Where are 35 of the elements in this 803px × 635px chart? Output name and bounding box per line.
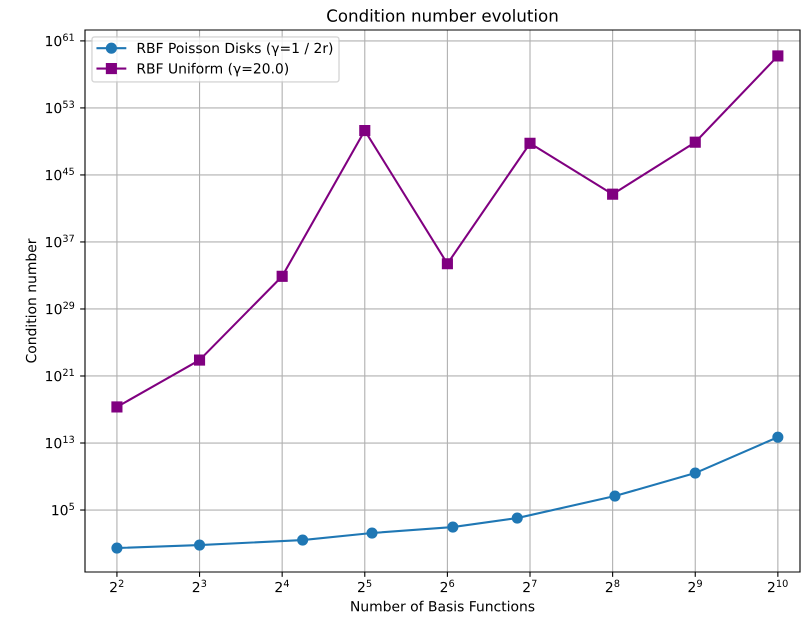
point: [772, 50, 784, 62]
x-tick-label: 2$^{7}$: [523, 580, 537, 592]
point: [111, 542, 122, 554]
y-tick-label: 10$^{37}$: [46, 234, 74, 248]
point: [772, 432, 784, 443]
point: [194, 354, 206, 366]
y-tick-label: 10$^{21}$: [46, 368, 74, 382]
y-tick-label: 10$^{5}$: [52, 502, 74, 516]
x-tick-label: 2$^{2}$: [110, 580, 124, 592]
point: [690, 467, 701, 479]
legend-label: RBF Uniform (γ=20.0): [138, 62, 288, 76]
x-axis-title: Number of Basis Functions: [351, 600, 534, 612]
x-tick-label: 2$^{8}$: [606, 580, 620, 592]
y-tick-label: 10$^{45}$: [46, 168, 74, 180]
x-tick-label: 2$^{3}$: [192, 580, 206, 592]
x-tick-label: 2$^{6}$: [440, 580, 454, 592]
y-tick-label: 10$^{13}$: [46, 436, 74, 448]
point: [276, 270, 288, 282]
point: [111, 401, 122, 413]
y-tick-label: 10$^{61}$: [46, 34, 74, 46]
point: [524, 138, 536, 149]
point: [194, 539, 206, 551]
y-axis-title: Condition number: [26, 238, 36, 363]
point: [690, 136, 701, 148]
x-tick-label: 2$^{9}$: [688, 580, 702, 592]
chart-title: Condition number evolution: [327, 9, 558, 22]
y-tick-label: 10$^{53}$: [46, 100, 74, 114]
point: [442, 258, 453, 270]
point: [607, 188, 618, 200]
x-tick-label: 2$^{4}$: [275, 580, 289, 592]
x-tick-label: 2$^{10}$: [768, 580, 788, 592]
x-tick-label: 2$^{5}$: [358, 580, 372, 592]
legend-label: RBF Poisson Disks (γ=1 / 2r): [138, 42, 332, 56]
y-tick-label: 10$^{29}$: [46, 302, 74, 314]
point: [359, 124, 370, 136]
